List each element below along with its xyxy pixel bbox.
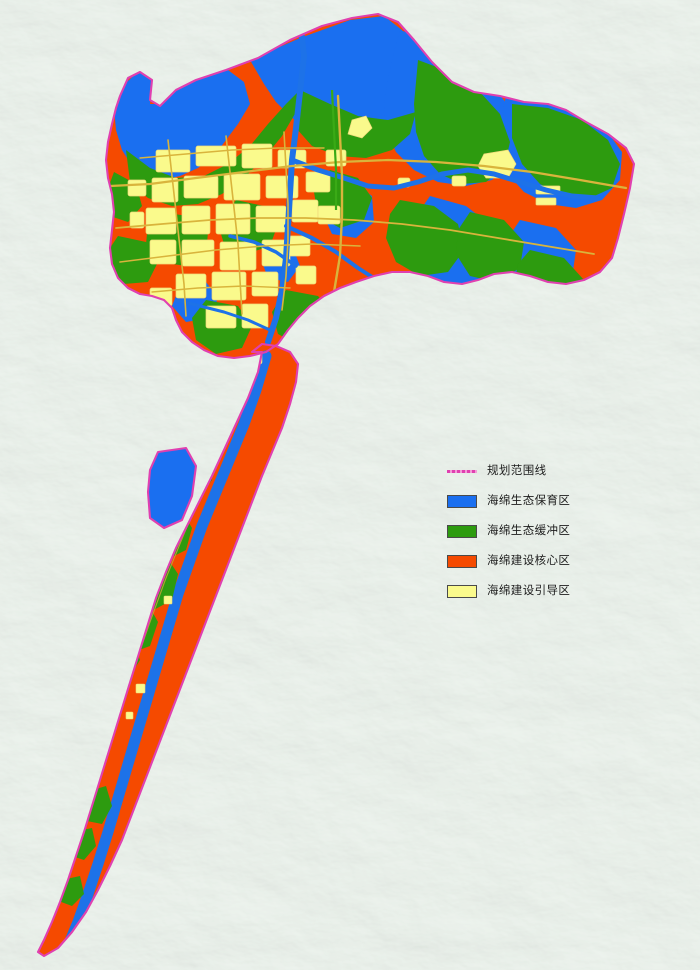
green-corridor-stripe [330,89,338,210]
legend-label-boundary: 规划范围线 [487,463,547,478]
legend-item-buffer[interactable]: 海绵生态缓冲区 [446,516,586,546]
legend-item-core[interactable]: 海绵建设核心区 [446,546,586,576]
southern-river-corridor [38,344,298,956]
main-planning-area [106,14,634,358]
legend-item-guidance[interactable]: 海绵建设引导区 [446,576,586,606]
dashed-line-swatch [446,464,478,479]
planning-boundary-line [36,12,636,958]
legend-label-conservation: 海绵生态保育区 [487,493,571,508]
yellow-swatch [446,584,478,599]
legend-item-boundary[interactable]: 规划范围线 [446,456,586,486]
legend-item-conservation[interactable]: 海绵生态保育区 [446,486,586,516]
legend-label-guidance: 海绵建设引导区 [487,583,571,598]
blue-swatch [446,494,478,509]
orange-swatch [446,554,478,569]
legend-label-core: 海绵建设核心区 [487,553,571,568]
map-legend: 规划范围线 海绵生态保育区 海绵生态缓冲区 海绵建设核心区 海绵建设引导区 [446,456,586,606]
road-network [108,94,628,317]
legend-label-buffer: 海绵生态缓冲区 [487,523,571,538]
green-swatch [446,524,478,539]
corridor-river [62,350,272,952]
